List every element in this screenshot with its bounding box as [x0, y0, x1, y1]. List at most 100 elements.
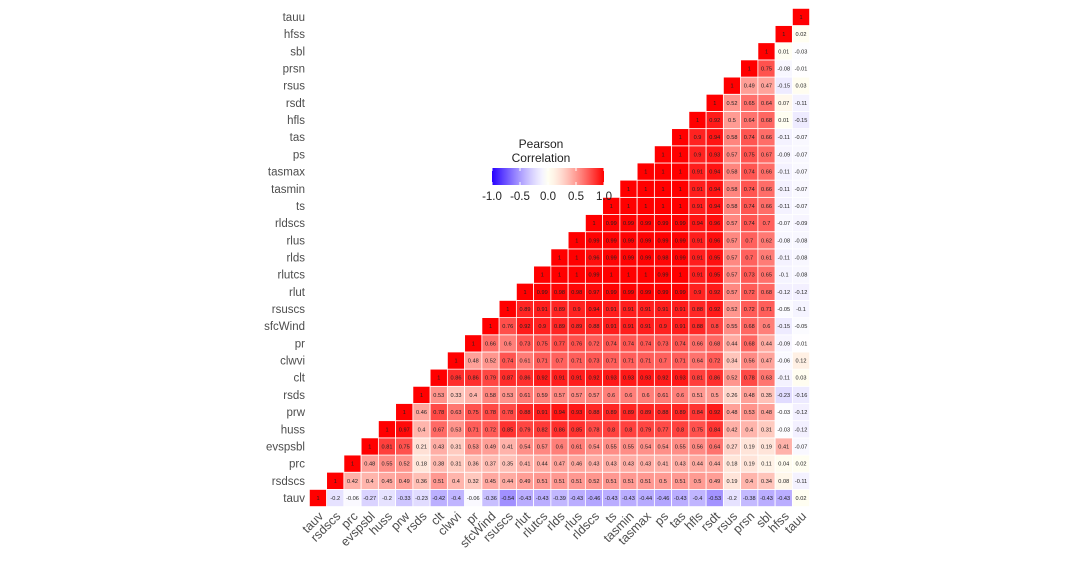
cell-label-pr-hfls: 0.66 — [692, 341, 703, 347]
cell-label-huss-clwvi: 0.53 — [451, 427, 462, 433]
cell-label-sfcWind-ts: 0.91 — [606, 324, 617, 330]
cell-label-huss-ps: 0.77 — [658, 427, 669, 433]
cell-label-rlutcs-prsn: 0.73 — [744, 273, 755, 279]
y-label-rlds: rlds — [286, 252, 305, 264]
cell-label-sfcWind-sfcWind: 1 — [489, 324, 492, 330]
cell-label-clt-ts: 0.93 — [606, 376, 617, 382]
cell-label-tas-prsn: 0.74 — [744, 135, 755, 141]
cell-label-clt-rlutcs: 0.92 — [537, 376, 548, 382]
cell-label-rsds-hfls: 0.51 — [692, 393, 703, 399]
cell-label-rldscs-tasmax: 0.99 — [640, 221, 651, 227]
cell-label-tasmax-ps: 1 — [661, 170, 664, 176]
cell-label-huss-clt: 0.67 — [433, 427, 444, 433]
cell-label-huss-rldscs: 0.78 — [589, 427, 600, 433]
cell-label-rsdt-hfss: 0.07 — [778, 101, 789, 107]
cell-label-prsn-prsn: 1 — [748, 67, 751, 73]
cell-label-clwvi-ps: 0.7 — [659, 359, 667, 365]
cell-label-rlus-tas: 0.99 — [675, 238, 686, 244]
y-label-pr: pr — [295, 338, 305, 350]
cell-label-rlut-rsus: 0.57 — [727, 290, 738, 296]
cell-label-tas-rsdt: 0.94 — [709, 135, 720, 141]
cell-label-rsus-rsus: 1 — [730, 84, 733, 90]
y-axis-labels: tauv rsdscs prc evspsbl huss prw rsds clt clwvi p… — [264, 12, 306, 505]
cell-label-rlus-ts: 0.99 — [606, 238, 617, 244]
cell-label-evspsbl-rsus: 0.27 — [727, 444, 738, 450]
cell-label-tasmax-prsn: 0.74 — [744, 170, 755, 176]
cell-label-rlut-rlus: 0.98 — [571, 290, 582, 296]
cell-label-rsds-sfcWind: 0.58 — [485, 393, 496, 399]
cell-label-rlds-sbl: 0.61 — [761, 255, 772, 261]
cell-label-rlus-prsn: 0.7 — [745, 238, 753, 244]
cell-label-ts-ts: 1 — [610, 204, 613, 210]
cell-label-rldscs-tasmin: 0.99 — [623, 221, 634, 227]
cell-label-tasmax-tauu: -0.07 — [795, 170, 808, 176]
cell-label-huss-rlut: 0.79 — [520, 427, 531, 433]
cell-label-ps-prsn: 0.75 — [744, 152, 755, 158]
cell-label-rlutcs-sbl: 0.65 — [761, 273, 772, 279]
cell-label-sfcWind-rlus: 0.89 — [571, 324, 582, 330]
cell-label-hfls-rsus: 0.5 — [728, 118, 736, 124]
cell-label-tauv-rsus: -0.2 — [727, 496, 737, 502]
cell-label-clt-prsn: 0.78 — [744, 376, 755, 382]
cell-label-tauv-hfss: -0.43 — [777, 496, 790, 502]
cell-label-evspsbl-evspsbl: 1 — [368, 444, 371, 450]
cell-label-sfcWind-rlut: 0.92 — [520, 324, 531, 330]
cell-label-tauv-evspsbl: -0.27 — [363, 496, 376, 502]
cell-label-prw-prsn: 0.53 — [744, 410, 755, 416]
cell-label-tasmin-prsn: 0.74 — [744, 187, 755, 193]
legend-title-line1: Pearson — [519, 137, 564, 151]
cell-label-clwvi-rsuscs: 0.74 — [502, 359, 513, 365]
cell-label-sfcWind-prsn: 0.68 — [744, 324, 755, 330]
cell-label-sbl-tauu: -0.03 — [795, 49, 808, 55]
cell-label-pr-sbl: 0.44 — [761, 341, 772, 347]
cell-label-clt-ps: 0.92 — [658, 376, 669, 382]
cell-label-pr-rlus: 0.76 — [571, 341, 582, 347]
cell-label-rsds-rldscs: 0.57 — [589, 393, 600, 399]
y-label-prw: prw — [286, 407, 305, 419]
cell-label-huss-rsdt: 0.84 — [709, 427, 720, 433]
cell-label-ps-rsus: 0.57 — [727, 152, 738, 158]
cell-label-rsds-clwvi: 0.33 — [451, 393, 462, 399]
cell-label-prc-rsus: 0.18 — [727, 462, 738, 468]
cell-label-hfss-tauu: 0.02 — [796, 32, 807, 38]
cell-label-tauv-sbl: -0.43 — [760, 496, 773, 502]
cell-label-ps-hfls: 0.9 — [694, 152, 702, 158]
cell-label-evspsbl-rlds: 0.6 — [556, 444, 564, 450]
cell-label-pr-tasmin: 0.74 — [623, 341, 634, 347]
y-label-tauu: tauu — [283, 12, 305, 24]
cell-label-rsdscs-rlut: 0.49 — [520, 479, 531, 485]
cell-label-rlut-rsdt: 0.92 — [709, 290, 720, 296]
cell-label-rsuscs-ts: 0.91 — [606, 307, 617, 313]
cell-label-clt-rsdt: 0.86 — [709, 376, 720, 382]
cell-label-pr-rlutcs: 0.75 — [537, 341, 548, 347]
legend-tick-label: -1.0 — [482, 191, 502, 203]
cell-label-sfcWind-rlutcs: 0.9 — [538, 324, 546, 330]
cell-label-rlut-hfls: 0.9 — [694, 290, 702, 296]
cell-label-ts-rsdt: 0.94 — [709, 204, 720, 210]
cell-label-prsn-hfss: -0.08 — [777, 67, 790, 73]
cell-label-rlus-rsus: 0.57 — [727, 238, 738, 244]
cell-label-rsuscs-rlut: 0.89 — [520, 307, 531, 313]
cell-label-rlut-rldscs: 0.97 — [589, 290, 600, 296]
y-label-clwvi: clwvi — [280, 356, 305, 368]
cell-label-tasmin-sbl: 0.66 — [761, 187, 772, 193]
cell-label-sbl-sbl: 1 — [765, 49, 768, 55]
cell-label-sfcWind-tauu: -0.05 — [795, 324, 808, 330]
cell-label-tasmin-ps: 1 — [661, 187, 664, 193]
cell-label-evspsbl-rlutcs: 0.57 — [537, 444, 548, 450]
cell-label-evspsbl-rsdt: 0.64 — [709, 444, 720, 450]
cell-label-clwvi-rlds: 0.7 — [556, 359, 564, 365]
cell-label-rlds-tas: 0.99 — [675, 255, 686, 261]
cell-label-evspsbl-rlut: 0.54 — [520, 444, 531, 450]
cell-label-rlus-sbl: 0.62 — [761, 238, 772, 244]
cell-label-prw-rlut: 0.88 — [520, 410, 531, 416]
cell-label-sfcWind-rldscs: 0.88 — [589, 324, 600, 330]
cell-label-rldscs-hfls: 0.94 — [692, 221, 703, 227]
cell-label-huss-hfls: 0.75 — [692, 427, 703, 433]
cell-label-prc-tauu: 0.02 — [796, 462, 807, 468]
cell-label-rsdscs-tasmin: 0.51 — [623, 479, 634, 485]
cell-label-rlds-ts: 0.99 — [606, 255, 617, 261]
legend-tick-label: 1.0 — [596, 191, 612, 203]
cell-label-rsdscs-ts: 0.51 — [606, 479, 617, 485]
cell-label-clwvi-tasmax: 0.71 — [640, 359, 651, 365]
